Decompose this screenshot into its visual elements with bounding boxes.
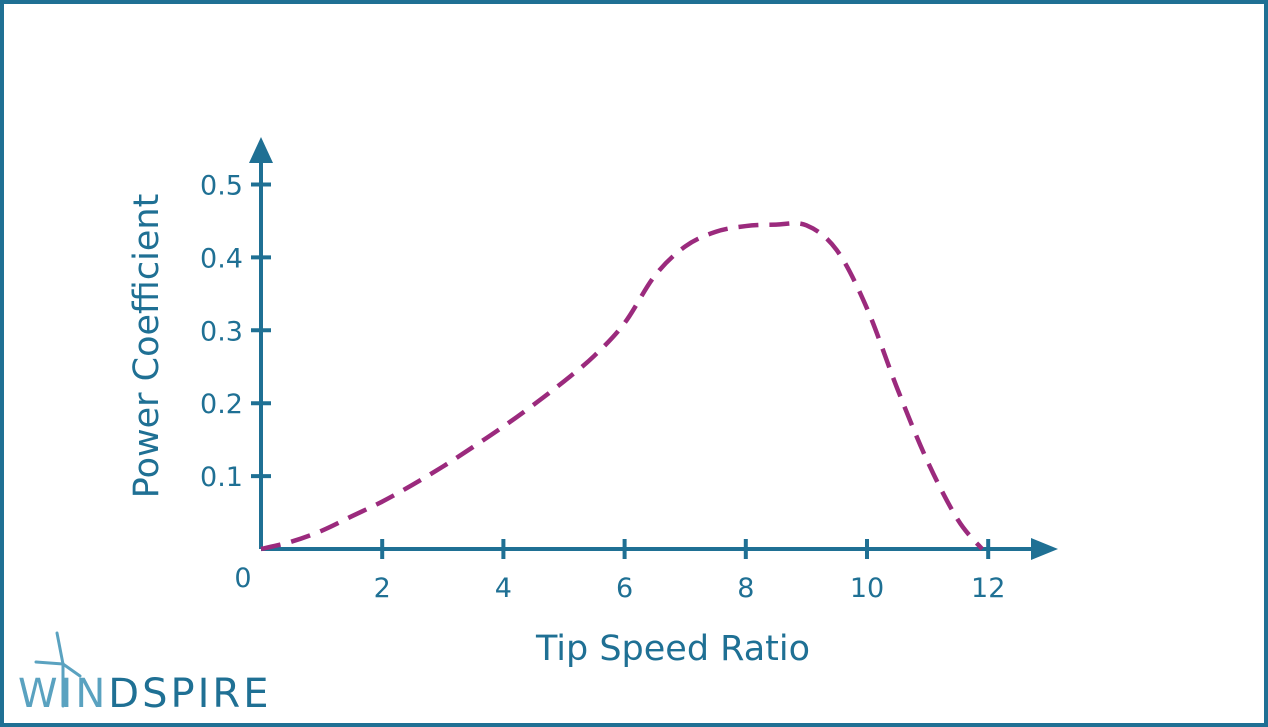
chart-ticks: 2 4 6 8 10 12 0.1 0.2 0.3 0.4 0.5 (200, 171, 1005, 605)
y-tick-label: 0.3 (200, 316, 243, 347)
origin-label: 0 (234, 563, 251, 594)
x-axis-arrow (1031, 538, 1058, 560)
x-tick-label: 6 (616, 573, 633, 604)
y-axis-arrow (249, 137, 273, 163)
svg-text:WINDSPIRE: WINDSPIRE (18, 671, 271, 717)
power-coefficient-line (260, 220, 984, 552)
y-tick-label: 0.5 (200, 171, 243, 202)
y-tick-label: 0.1 (200, 462, 243, 493)
y-axis-title: Power Coefficient (127, 194, 167, 499)
x-axis-title: Tip Speed Ratio (535, 629, 810, 669)
x-tick-label: 2 (374, 573, 391, 604)
x-tick-label: 8 (737, 573, 754, 604)
chart-axes (249, 137, 1058, 560)
wind-turbine-icon (34, 631, 82, 708)
x-tick-label: 4 (495, 573, 512, 604)
chart-series (260, 220, 984, 552)
logo-text-part1: WI (18, 671, 75, 717)
logo-text-part4: SPIRE (142, 671, 271, 717)
x-tick-label: 12 (971, 573, 1005, 604)
y-tick-label: 0.4 (200, 243, 243, 274)
logo-text-part2: N (75, 671, 108, 717)
logo-text-part3: D (108, 671, 142, 717)
windspire-logo: WINDSPIRE (18, 631, 271, 717)
x-tick-label: 10 (850, 573, 884, 604)
y-tick-label: 0.2 (200, 389, 243, 420)
